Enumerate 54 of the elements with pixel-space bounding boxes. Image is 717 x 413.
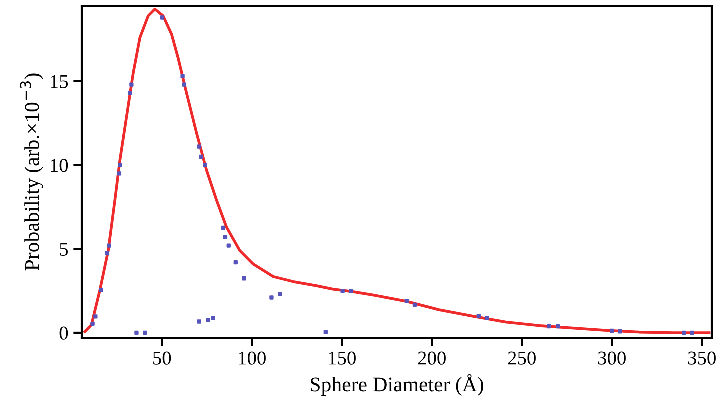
- point: [349, 288, 354, 294]
- x-tick-label: 300: [598, 352, 626, 365]
- x-axis-title: Sphere Diameter (Å): [311, 374, 484, 396]
- y-axis-title: Probability (arb.×10$^{−3}$): [20, 74, 44, 271]
- point: [340, 288, 345, 294]
- point: [182, 82, 187, 87]
- line-series: [84, 8, 711, 334]
- x-tick-label: 350: [688, 352, 716, 365]
- point: [143, 330, 148, 336]
- point: [270, 296, 274, 300]
- point: [324, 330, 328, 334]
- x-tick-label: 150: [329, 352, 356, 365]
- point: [117, 172, 122, 176]
- point: [180, 74, 185, 79]
- point: [610, 328, 614, 334]
- x-tick-label: 250: [508, 352, 536, 365]
- point: [234, 260, 238, 265]
- point: [404, 299, 409, 304]
- point: [199, 154, 204, 159]
- point: [197, 144, 202, 149]
- y-tick-label: 0: [60, 326, 68, 340]
- point: [118, 163, 122, 168]
- point: [682, 330, 686, 336]
- point: [690, 330, 694, 336]
- point: [134, 330, 139, 336]
- point: [105, 251, 110, 256]
- point: [203, 163, 208, 168]
- point: [242, 276, 246, 281]
- point: [130, 82, 134, 87]
- point: [107, 244, 112, 248]
- point: [160, 16, 165, 20]
- y-tick-label: 10: [51, 159, 68, 172]
- point: [223, 235, 228, 240]
- y-tick-label: 5: [60, 243, 68, 256]
- point: [94, 314, 98, 319]
- point: [547, 324, 552, 329]
- point: [278, 292, 282, 296]
- point: [226, 244, 231, 248]
- x-tick-label: 200: [418, 352, 446, 365]
- point: [206, 318, 210, 322]
- point: [556, 324, 560, 329]
- point: [211, 316, 216, 320]
- point: [128, 91, 132, 96]
- y-tick-label: 15: [51, 75, 68, 88]
- point: [90, 322, 95, 326]
- x-tick-label: 100: [239, 352, 266, 365]
- point: [476, 314, 481, 318]
- point: [98, 288, 104, 292]
- point: [197, 320, 202, 324]
- point: [412, 302, 418, 308]
- point: [221, 226, 226, 230]
- point: [618, 330, 622, 334]
- point: [484, 316, 490, 320]
- x-tick-label: 50: [154, 352, 172, 365]
